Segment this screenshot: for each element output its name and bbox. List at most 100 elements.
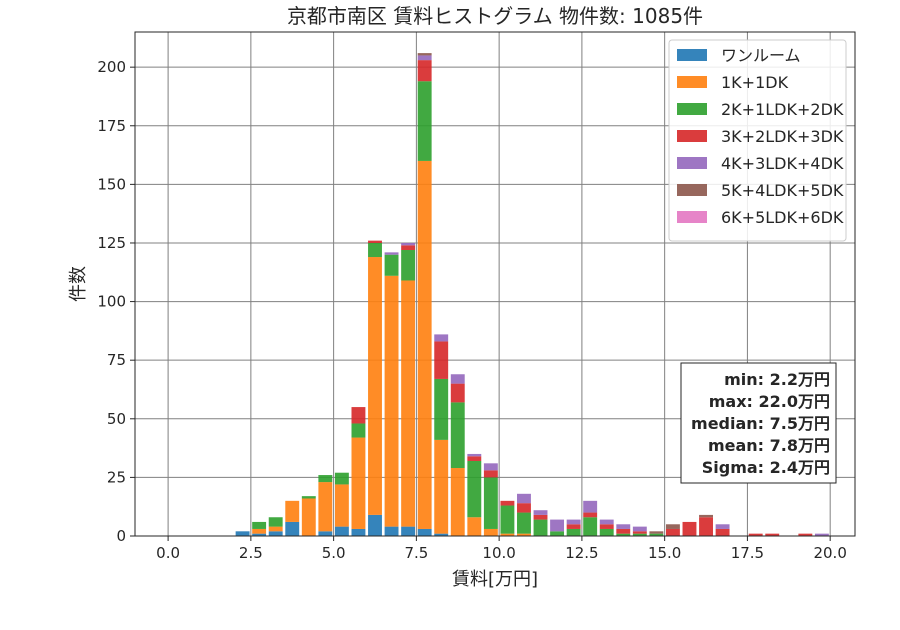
- bar-segment: [417, 160, 432, 529]
- bar-segment: [632, 533, 647, 536]
- bar-segment: [301, 496, 316, 499]
- stats-line: Sigma: 2.4万円: [702, 458, 830, 477]
- bar-segment: [318, 531, 333, 536]
- bar-segment: [434, 378, 449, 440]
- bar-segment: [467, 460, 482, 518]
- bar-segment: [649, 531, 664, 534]
- bar-segment: [599, 528, 614, 536]
- x-tick-label: 7.5: [404, 544, 428, 562]
- bar-segment: [384, 254, 399, 276]
- bar-segment: [616, 533, 631, 536]
- bar-segment: [368, 240, 382, 243]
- bar-segment: [401, 526, 416, 536]
- bar-segment: [649, 533, 664, 536]
- bar-segment: [417, 81, 432, 161]
- x-tick-label: 20.0: [813, 544, 846, 562]
- bar-segment: [665, 524, 680, 529]
- x-axis-label: 賃料[万円]: [452, 569, 538, 590]
- legend-label: 5K+4LDK+5DK: [721, 181, 844, 200]
- bar-segment: [500, 500, 515, 506]
- bar-segment: [318, 475, 333, 483]
- legend-swatch: [677, 49, 707, 61]
- bar-segment: [252, 533, 267, 536]
- bar-segment: [351, 528, 366, 536]
- legend-label: ワンルーム: [721, 46, 801, 65]
- bar-segment: [583, 512, 598, 518]
- bar-segment: [814, 533, 829, 536]
- y-tick-label: 125: [97, 234, 126, 252]
- bar-segment: [467, 453, 482, 457]
- bar-segment: [467, 456, 482, 461]
- bar-segment: [583, 500, 598, 513]
- bar-segment: [434, 334, 449, 342]
- bar-segment: [401, 242, 416, 246]
- bar-segment: [252, 528, 267, 534]
- chart-title: 京都市南区 賃料ヒストグラム 物件数: 1085件: [287, 4, 703, 28]
- stats-line: max: 22.0万円: [709, 392, 830, 411]
- bar-segment: [334, 526, 349, 536]
- legend-frame: [668, 39, 847, 242]
- bar-segment: [599, 524, 614, 529]
- bar-segment: [368, 514, 382, 536]
- y-tick-label: 50: [107, 410, 126, 428]
- bar-segment: [616, 528, 631, 534]
- bar-segment: [401, 245, 416, 251]
- x-axis: 0.0 2.5 5.0 7.5 10.0 12.5 15.0 17.5 20.0: [156, 536, 847, 562]
- bar-segment: [566, 519, 581, 525]
- bar-segment: [450, 402, 465, 469]
- y-tick-label: 25: [107, 468, 126, 486]
- bar-segment: [566, 528, 581, 536]
- bar-segment: [483, 477, 498, 529]
- bar-segment: [517, 512, 531, 534]
- bar-segment: [351, 423, 366, 438]
- bar-segment: [450, 468, 465, 536]
- y-tick-label: 150: [97, 175, 126, 193]
- bar-segment: [450, 383, 465, 403]
- y-tick-label: 0: [116, 527, 126, 545]
- bar-segment: [517, 503, 531, 513]
- bar-segment: [384, 275, 399, 527]
- bar-segment: [765, 533, 780, 536]
- bar-segment: [517, 533, 531, 536]
- bar-segment: [417, 53, 432, 56]
- bar-segment: [351, 437, 366, 529]
- bar-segment: [550, 531, 565, 536]
- bar-segment: [533, 510, 548, 515]
- y-tick-label: 100: [97, 293, 126, 311]
- legend-swatch: [677, 103, 707, 115]
- bar-segment: [748, 533, 763, 536]
- bar-segment: [384, 252, 399, 255]
- bar-segment: [533, 519, 548, 536]
- legend-label: 6K+5LDK+6DK: [721, 208, 844, 227]
- bar-segment: [285, 500, 300, 522]
- bar-segment: [632, 526, 647, 532]
- legend-swatch: [677, 184, 707, 196]
- bar-segment: [566, 524, 581, 529]
- bar-segment: [699, 514, 713, 518]
- bar-segment: [368, 242, 382, 258]
- bar-segment: [334, 484, 349, 527]
- bar-segment: [368, 257, 382, 515]
- y-tick-label: 200: [97, 58, 126, 76]
- bar-segment: [483, 470, 498, 478]
- bar-segment: [301, 498, 316, 536]
- legend-label: 4K+3LDK+4DK: [721, 154, 844, 173]
- bar-segment: [665, 528, 680, 536]
- stats-line: mean: 7.8万円: [708, 436, 830, 455]
- bar-segment: [417, 60, 432, 82]
- bar-segment: [334, 472, 349, 485]
- x-tick-label: 2.5: [239, 544, 263, 562]
- legend-label: 3K+2LDK+3DK: [721, 127, 844, 146]
- bar-segment: [715, 524, 730, 529]
- bar-segment: [798, 533, 813, 536]
- x-tick-label: 0.0: [156, 544, 180, 562]
- y-tick-label: 75: [107, 351, 126, 369]
- legend-swatch: [677, 76, 707, 88]
- stats-box: min: 2.2万円 max: 22.0万円 median: 7.5万円 mean: …: [680, 362, 837, 484]
- bar-segment: [632, 531, 647, 534]
- bar-segment: [682, 521, 697, 536]
- bar-segment: [517, 493, 531, 504]
- legend-swatch: [677, 130, 707, 142]
- legend-label: 1K+1DK: [721, 73, 789, 92]
- bar-segment: [401, 280, 416, 527]
